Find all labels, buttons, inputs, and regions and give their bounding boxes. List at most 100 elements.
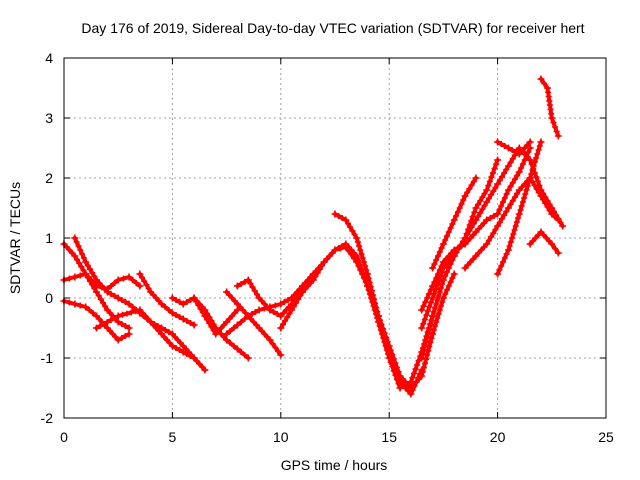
data-point	[429, 312, 437, 320]
data-point	[244, 276, 252, 284]
series-markers	[238, 274, 314, 317]
data-point	[136, 282, 144, 290]
x-tick-label: 20	[490, 429, 506, 445]
data-point	[374, 312, 382, 320]
data-point	[277, 300, 285, 308]
data-point	[93, 324, 101, 332]
data-point	[472, 204, 480, 212]
data-point	[125, 300, 133, 308]
data-point	[494, 180, 502, 188]
data-point	[494, 210, 502, 218]
y-tick-label: 1	[45, 230, 53, 246]
series-markers	[420, 149, 532, 309]
series-markers	[193, 298, 248, 358]
data-point	[82, 303, 90, 311]
data-point	[554, 132, 562, 140]
series-arc-22	[526, 228, 562, 257]
series-arc-14	[331, 210, 426, 398]
x-tick-label: 5	[169, 429, 177, 445]
data-point	[537, 75, 545, 83]
data-point	[494, 138, 502, 146]
data-point	[244, 354, 252, 362]
data-point	[439, 294, 447, 302]
data-point	[494, 222, 502, 230]
chart-title: Day 176 of 2019, Sidereal Day-to-day VTE…	[81, 20, 584, 36]
data-point	[407, 378, 415, 386]
series-arc-23	[537, 75, 562, 140]
data-point	[429, 294, 437, 302]
y-tick-label: 4	[45, 50, 53, 66]
series-markers	[226, 292, 282, 355]
series-markers	[139, 274, 194, 326]
data-point	[450, 216, 458, 224]
data-point	[554, 216, 562, 224]
data-point	[190, 354, 198, 362]
data-point	[223, 330, 231, 338]
data-point	[494, 156, 502, 164]
data-point	[82, 258, 90, 266]
data-point	[472, 174, 480, 182]
data-point	[125, 324, 133, 332]
y-tick-label: -1	[41, 350, 54, 366]
series-markers	[97, 308, 194, 359]
grid	[64, 58, 606, 418]
data-point	[277, 351, 285, 359]
data-point	[418, 324, 426, 332]
data-point	[418, 366, 426, 374]
plot-frame	[63, 57, 607, 419]
data-point	[114, 312, 122, 320]
data-point	[255, 306, 263, 314]
data-point	[526, 174, 534, 182]
data-point	[429, 282, 437, 290]
data-point	[168, 294, 176, 302]
x-tick-label: 10	[273, 429, 289, 445]
series-markers	[420, 161, 500, 327]
data-point	[494, 270, 502, 278]
data-point	[504, 144, 512, 152]
data-point	[504, 186, 512, 194]
data-point	[114, 294, 122, 302]
data-point	[418, 306, 426, 314]
data-point	[233, 282, 241, 290]
data-point	[179, 315, 187, 323]
data-point	[71, 273, 79, 281]
data-point	[554, 249, 562, 257]
y-axis-label: SDTVAR / TECUs	[7, 182, 23, 294]
y-tick-label: -2	[41, 410, 54, 426]
series-arc-21	[494, 138, 545, 278]
data-point	[537, 192, 545, 200]
data-point	[385, 348, 393, 356]
series-markers	[498, 141, 531, 155]
series-arc-6	[136, 270, 198, 329]
data-point	[179, 300, 187, 308]
data-point	[429, 330, 437, 338]
series-markers	[496, 143, 543, 273]
data-point	[244, 312, 252, 320]
data-point	[353, 234, 361, 242]
data-point	[483, 198, 491, 206]
x-tick-label: 0	[60, 429, 68, 445]
series-markers	[431, 178, 477, 267]
data-point	[93, 288, 101, 296]
data-point	[461, 192, 469, 200]
series-group	[60, 75, 567, 398]
series-arc-5	[93, 306, 198, 362]
data-point	[504, 246, 512, 254]
data-point	[71, 300, 79, 308]
axes: 0 5 10 15 20 25 -2 -1 0 1 2 3 4	[41, 50, 614, 445]
data-point	[277, 324, 285, 332]
data-point	[483, 186, 491, 194]
data-point	[342, 216, 350, 224]
series-line	[333, 212, 424, 396]
series-arc-9	[223, 288, 285, 359]
data-point	[537, 138, 545, 146]
series-markers	[335, 213, 423, 394]
data-point	[190, 321, 198, 329]
y-tick-label: 2	[45, 170, 53, 186]
data-point	[515, 168, 523, 176]
data-point	[515, 210, 523, 218]
y-tick-label: 0	[45, 290, 53, 306]
data-point	[288, 306, 296, 314]
data-point	[179, 348, 187, 356]
series-markers	[541, 80, 560, 135]
